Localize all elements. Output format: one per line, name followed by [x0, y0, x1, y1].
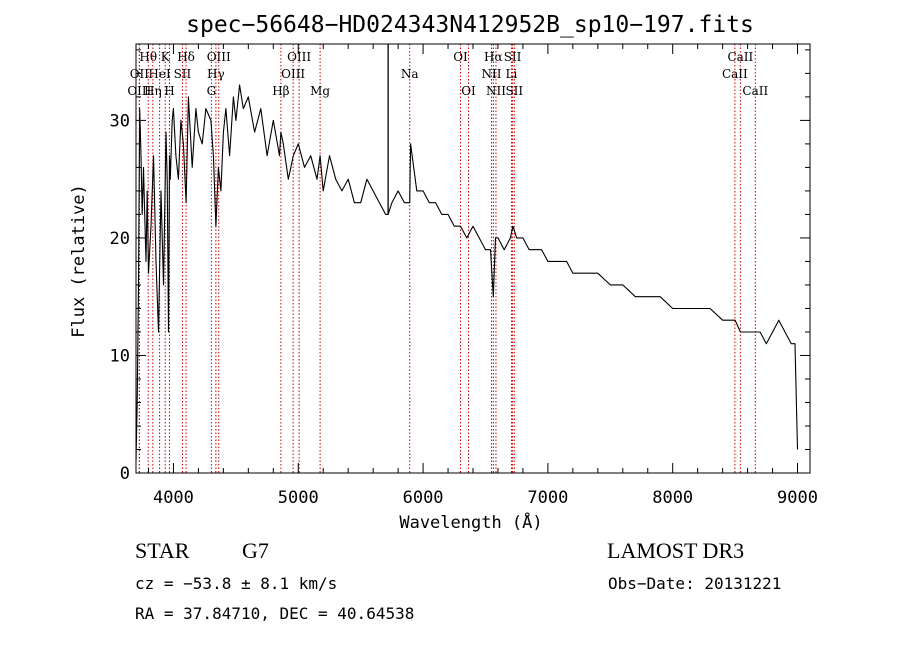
object-class: STAR: [135, 538, 190, 563]
redshift-readout: cz = −53.8 ± 8.1 km/s: [135, 574, 338, 593]
line-label-13: OIII: [281, 67, 305, 81]
line-label-5: Hη: [144, 84, 162, 98]
spectrum-line: [135, 84, 799, 462]
line-label-11: G: [207, 84, 217, 98]
y-tick-label-10: 10: [110, 346, 130, 366]
y-tick-labels: 0 10 20 30: [110, 111, 130, 484]
survey-name: LAMOST DR3: [607, 538, 745, 563]
y-tick-label-30: 30: [110, 111, 130, 131]
observation-date: Obs−Date: 20131221: [608, 574, 782, 593]
emission-line-markers: [138, 44, 756, 473]
axis-ticks: [136, 44, 810, 474]
line-label-24: SII: [505, 84, 523, 98]
line-label-3: K: [161, 50, 171, 64]
line-label-23: NII: [486, 84, 506, 98]
x-tick-label-7000: 7000: [527, 488, 568, 508]
coordinates-readout: RA = 37.84710, DEC = 40.64538: [135, 604, 415, 623]
line-label-18: OI: [461, 84, 476, 98]
line-label-19: Hα: [484, 50, 503, 64]
line-label-10: Hγ: [207, 67, 225, 81]
line-label-15: Mg: [310, 84, 330, 98]
line-label-20: SII: [504, 50, 522, 64]
line-label-21: NII: [481, 67, 501, 81]
line-label-26: CaII: [722, 67, 748, 81]
x-tick-label-6000: 6000: [403, 488, 444, 508]
x-tick-label-8000: 8000: [652, 488, 693, 508]
x-tick-label-9000: 9000: [777, 488, 818, 508]
line-label-0: Hθ: [139, 50, 157, 64]
x-tick-labels: 4000 5000 6000 7000 8000 9000: [153, 488, 818, 508]
line-label-22: Li: [506, 67, 518, 81]
y-tick-label-0: 0: [120, 464, 130, 484]
x-tick-label-4000: 4000: [153, 488, 194, 508]
line-label-4: HeI: [148, 67, 171, 81]
line-label-8: H: [164, 84, 174, 98]
line-label-9: OIII: [207, 50, 231, 64]
line-label-27: CaII: [742, 84, 768, 98]
line-label-12: OIII: [287, 50, 311, 64]
chart-title: spec−56648−HD024343N412952B_sp10−197.fit…: [186, 12, 754, 38]
y-tick-label-20: 20: [110, 229, 130, 249]
line-label-14: Hβ: [272, 84, 289, 98]
line-label-2: OIII: [127, 84, 151, 98]
x-tick-label-5000: 5000: [278, 488, 319, 508]
line-label-7: SII: [174, 67, 192, 81]
line-label-17: OI: [453, 50, 468, 64]
line-label-6: Hδ: [177, 50, 195, 64]
x-axis-label: Wavelength (Å): [399, 511, 542, 533]
line-label-16: Na: [401, 67, 419, 81]
object-subclass: G7: [242, 538, 269, 563]
y-axis-label: Flux (relative): [69, 184, 89, 338]
line-label-1: OII: [130, 67, 150, 81]
line-label-25: CaII: [727, 50, 753, 64]
